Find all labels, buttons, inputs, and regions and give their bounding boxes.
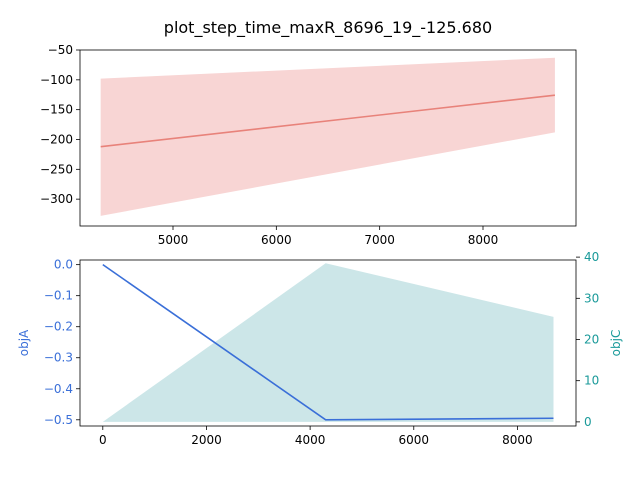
objC-axis-label: objC (609, 330, 623, 357)
x-tick-label: 0 (99, 433, 107, 447)
right-y-tick-label: 40 (584, 250, 599, 264)
objC-area (102, 263, 554, 422)
top-mean-line (100, 94, 556, 148)
x-tick-label: 8000 (502, 433, 533, 447)
x-tick-label: 6000 (261, 233, 292, 247)
y-tick-label: −150 (40, 103, 73, 117)
right-y-tick-label: 0 (584, 415, 592, 429)
left-y-tick-label: −0.3 (44, 351, 73, 365)
objA-line (102, 263, 554, 421)
top-confidence-band (100, 57, 555, 216)
top-subplot: 5000 6000 7000 8000 −50 −100 −150 −200 −250 −300 (40, 43, 577, 247)
figure-title: plot_step_time_maxR_8696_19_-125.680 (164, 18, 492, 38)
left-y-tick-label: −0.1 (44, 289, 73, 303)
x-tick-label: 8000 (468, 233, 499, 247)
left-y-tick-label: 0.0 (54, 258, 73, 272)
right-y-tick-label: 20 (584, 332, 599, 346)
bottom-axes-frame (79, 259, 577, 427)
bottom-right-y-ticks: 0 10 20 30 40 (576, 250, 599, 429)
y-tick-label: −50 (48, 43, 73, 57)
left-y-tick-label: −0.2 (44, 320, 73, 334)
top-y-ticks: −50 −100 −150 −200 −250 −300 (40, 43, 80, 206)
top-axes-frame (79, 49, 577, 227)
top-x-ticks: 5000 6000 7000 8000 (158, 226, 499, 247)
y-tick-label: −200 (40, 132, 73, 146)
left-y-tick-label: −0.4 (44, 382, 73, 396)
x-tick-label: 7000 (364, 233, 395, 247)
bottom-x-ticks: 0 2000 4000 6000 8000 (99, 426, 533, 447)
bottom-subplot: 0 2000 4000 6000 8000 0.0 −0.1 −0.2 −0.3 −0.4 −0.… (17, 250, 623, 447)
left-y-tick-label: −0.5 (44, 413, 73, 427)
y-tick-label: −100 (40, 73, 73, 87)
y-tick-label: −250 (40, 162, 73, 176)
x-tick-label: 4000 (295, 433, 326, 447)
right-y-tick-label: 30 (584, 291, 599, 305)
objA-axis-label: objA (17, 329, 31, 356)
x-tick-label: 6000 (399, 433, 430, 447)
y-tick-label: −300 (40, 192, 73, 206)
bottom-left-y-ticks: 0.0 −0.1 −0.2 −0.3 −0.4 −0.5 (44, 258, 80, 427)
x-tick-label: 2000 (191, 433, 222, 447)
right-y-tick-label: 10 (584, 374, 599, 388)
x-tick-label: 5000 (158, 233, 189, 247)
